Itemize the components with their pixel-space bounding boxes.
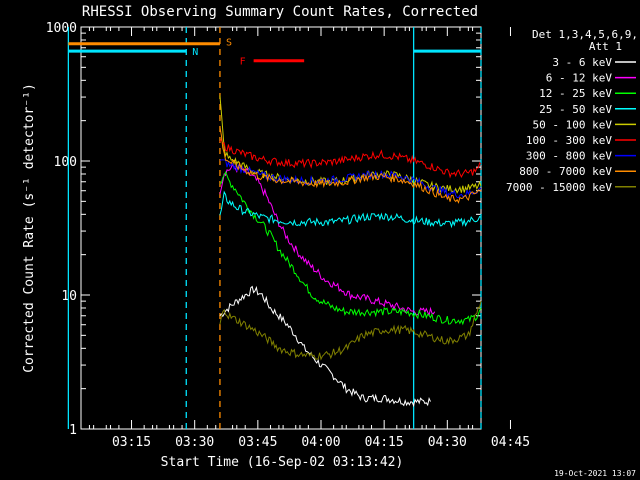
legend-label: 100 - 300 keV <box>526 134 612 147</box>
legend-label: 6 - 12 keV <box>546 72 613 85</box>
legend-label: 25 - 50 keV <box>539 103 612 116</box>
flag-label: S <box>226 38 232 49</box>
series-line <box>219 126 482 204</box>
flag-label: N <box>192 47 198 58</box>
flag-label: F <box>240 57 246 68</box>
x-tick-label: 04:30 <box>428 435 467 450</box>
legend-label: 50 - 100 keV <box>533 118 613 131</box>
series-line <box>219 190 482 229</box>
series-line <box>219 170 482 326</box>
x-tick-label: 03:45 <box>238 435 277 450</box>
x-axis-ticks: 03:15 03:30 03:45 04:00 04:15 04:30 04:45 <box>80 27 530 450</box>
x-tick-label: 04:45 <box>491 435 530 450</box>
y-tick-label: 10 <box>61 289 77 304</box>
series-line <box>219 285 431 408</box>
flag-bars: S N F <box>68 38 481 68</box>
legend-label: 800 - 7000 keV <box>519 165 612 178</box>
series-line <box>219 137 482 179</box>
x-tick-label: 04:00 <box>301 435 340 450</box>
y-tick-label: 100 <box>54 155 77 170</box>
chart-title: RHESSI Observing Summary Count Rates, Co… <box>82 4 478 20</box>
legend-label: 7000 - 15000 keV <box>506 181 612 194</box>
legend: Det 1,3,4,5,6,9, Att 1 3 - 6 keV 6 - 12 k… <box>506 28 638 194</box>
x-tick-label: 04:15 <box>365 435 404 450</box>
series-line <box>219 300 482 361</box>
footer-date: 19-Oct-2021 13:07 <box>554 469 636 478</box>
legend-label: 3 - 6 keV <box>552 56 612 69</box>
y-tick-label: 1 <box>69 423 77 438</box>
legend-label: 300 - 800 keV <box>526 150 612 163</box>
legend-header-line1: Det 1,3,4,5,6,9, <box>532 28 638 41</box>
y-axis-label: Corrected Count Rate (s⁻¹ detector⁻¹) <box>22 83 37 373</box>
series-line <box>219 162 436 317</box>
legend-items: 3 - 6 keV 6 - 12 keV 12 - 25 keV 25 - 50 ke… <box>506 56 636 194</box>
legend-header-line2: Att 1 <box>589 40 622 53</box>
x-tick-label: 03:15 <box>112 435 151 450</box>
x-axis-label: Start Time (16-Sep-02 03:13:42) <box>161 455 404 470</box>
attenuator-markers <box>67 27 482 429</box>
x-tick-label: 03:30 <box>175 435 214 450</box>
series-lines <box>219 95 482 408</box>
legend-label: 12 - 25 keV <box>539 87 612 100</box>
y-tick-label: 1000 <box>46 21 77 36</box>
